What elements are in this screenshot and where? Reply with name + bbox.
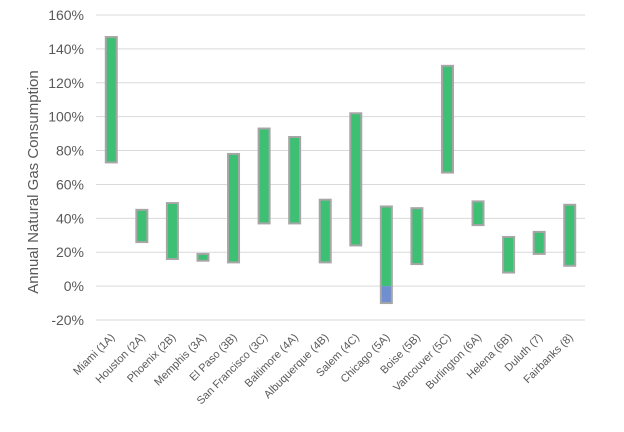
range-bars (104, 36, 577, 305)
range-bar (471, 200, 485, 227)
range-bar-positive (380, 206, 392, 287)
y-axis-label: Annual Natural Gas Consumption (25, 70, 42, 293)
range-bar (502, 235, 516, 274)
range-bar (257, 127, 271, 225)
x-tick-label: Baltimore (4A) (243, 332, 301, 390)
range-bar (440, 64, 454, 174)
range-bar (288, 136, 302, 225)
gridlines (96, 14, 585, 321)
range-bar (196, 252, 210, 262)
y-tick-label: -20% (51, 312, 84, 328)
range-bar-negative (380, 286, 392, 304)
y-tick-label: 80% (56, 143, 84, 159)
y-tick-label: 100% (48, 109, 84, 125)
range-bar (532, 230, 546, 255)
range-bar (410, 207, 424, 266)
x-axis-ticks: Miami (1A)Houston (2A)Phoenix (2B)Memphi… (71, 332, 576, 407)
y-tick-label: 40% (56, 210, 84, 226)
range-bar (563, 203, 577, 267)
range-bar-outline (379, 205, 393, 305)
y-tick-label: 140% (48, 41, 84, 57)
range-bar (135, 208, 149, 244)
y-axis-ticks: -20% 0% 20% 40% 60% 80% 100% 120% 140% 160% (48, 7, 84, 328)
y-tick-label: 60% (56, 176, 84, 192)
y-tick-label: 20% (56, 244, 84, 260)
y-tick-label: 120% (48, 75, 84, 91)
range-bar (318, 198, 332, 264)
range-bar (349, 112, 363, 247)
range-bar (227, 152, 241, 264)
y-tick-label: 160% (48, 7, 84, 23)
range-bar (165, 202, 179, 260)
range-bar (104, 36, 118, 164)
y-tick-label: 0% (64, 278, 84, 294)
